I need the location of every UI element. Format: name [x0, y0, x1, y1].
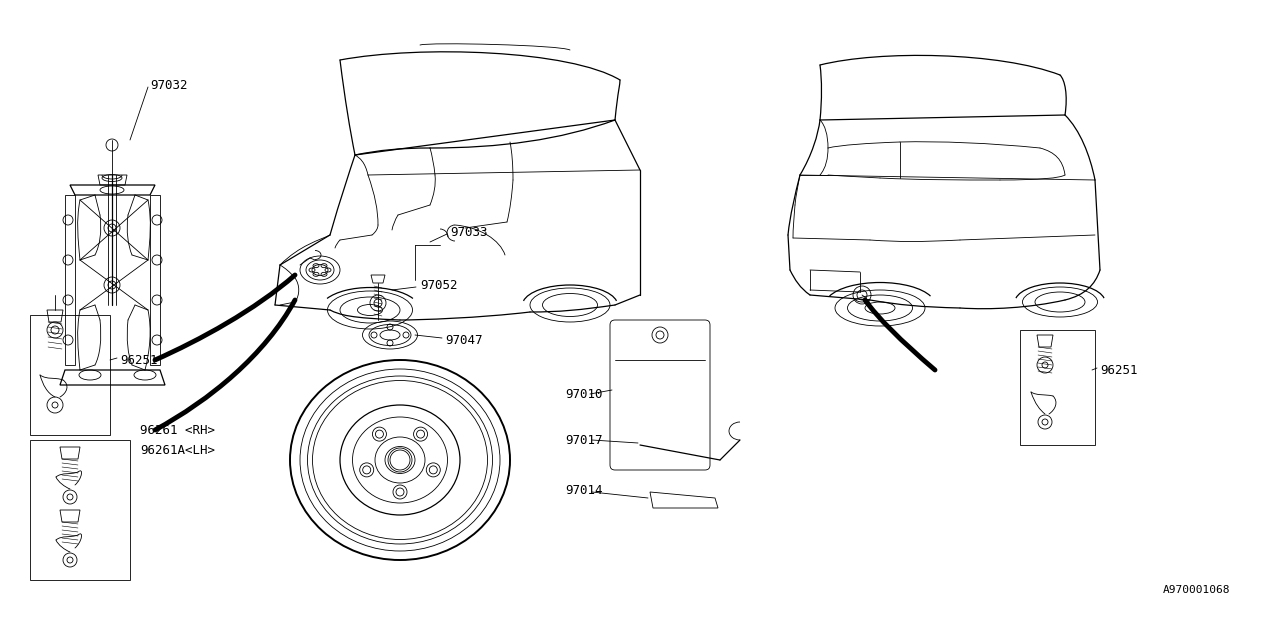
Text: 96251: 96251 — [120, 353, 157, 367]
Text: 96251: 96251 — [1100, 364, 1138, 376]
Circle shape — [388, 448, 412, 472]
Text: 97010: 97010 — [564, 388, 603, 401]
Text: 96261A<LH>: 96261A<LH> — [140, 444, 215, 456]
Text: 97033: 97033 — [451, 225, 488, 239]
Text: 97047: 97047 — [445, 333, 483, 346]
Circle shape — [416, 430, 425, 438]
Circle shape — [429, 466, 438, 474]
Text: 97052: 97052 — [420, 278, 457, 291]
Circle shape — [375, 430, 384, 438]
Text: A970001068: A970001068 — [1162, 585, 1230, 595]
Text: 97032: 97032 — [150, 79, 187, 92]
Text: 97017: 97017 — [564, 433, 603, 447]
Text: 97014: 97014 — [564, 483, 603, 497]
Text: 96261 <RH>: 96261 <RH> — [140, 424, 215, 436]
Circle shape — [396, 488, 404, 496]
Circle shape — [362, 466, 371, 474]
